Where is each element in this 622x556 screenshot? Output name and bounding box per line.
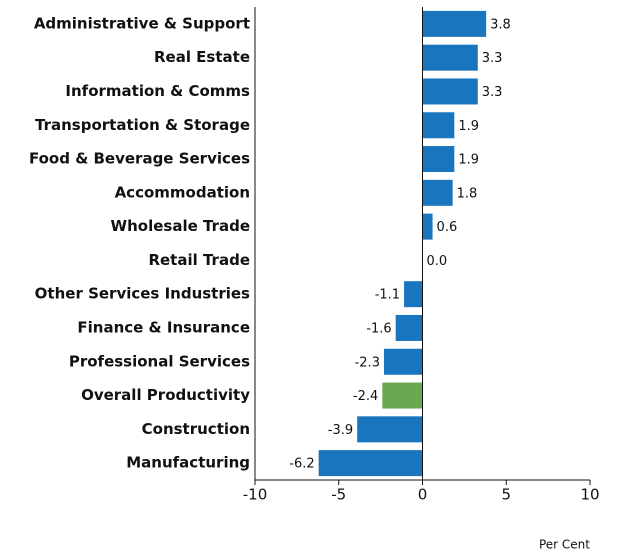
value-label: 3.8 [490, 17, 511, 32]
value-label: -3.9 [328, 423, 353, 438]
y-tick-label: Other Services Industries [35, 285, 250, 303]
bar [422, 44, 478, 71]
bar [422, 179, 453, 206]
y-tick-label: Professional Services [69, 352, 250, 370]
y-tick-label: Transportation & Storage [35, 116, 250, 134]
bar [422, 112, 455, 139]
y-tick-label: Wholesale Trade [111, 217, 250, 235]
value-label: -6.2 [289, 457, 314, 472]
y-tick-label: Overall Productivity [81, 386, 250, 404]
value-label: 1.9 [458, 119, 479, 134]
y-tick-label: Manufacturing [126, 454, 250, 472]
value-label: -1.6 [366, 321, 391, 336]
value-label: -2.4 [353, 389, 378, 404]
y-tick-label: Real Estate [154, 48, 250, 66]
bar [422, 146, 455, 173]
x-tick-label: -5 [331, 486, 346, 504]
bar [383, 348, 423, 375]
value-label: 1.8 [457, 186, 478, 201]
x-tick-label: 10 [580, 486, 599, 504]
bar [404, 281, 423, 308]
bar [395, 314, 423, 341]
value-label: -2.3 [355, 355, 380, 370]
x-tick-label: 0 [418, 486, 428, 504]
y-tick-label: Administrative & Support [34, 14, 250, 32]
value-label: -1.1 [375, 288, 400, 303]
x-tick-label: 5 [501, 486, 511, 504]
value-label: 0.0 [427, 254, 448, 269]
value-label: 3.3 [482, 85, 503, 100]
y-tick-label: Retail Trade [148, 251, 250, 269]
bar [422, 10, 487, 37]
y-tick-label: Information & Comms [65, 82, 250, 100]
value-label: 0.6 [437, 220, 458, 235]
bar [318, 450, 423, 477]
x-axis-label: Per Cent [539, 538, 590, 552]
bar [422, 213, 433, 240]
x-tick-label: -10 [243, 486, 268, 504]
value-label: 1.9 [458, 153, 479, 168]
bar [422, 78, 478, 105]
value-label: 3.3 [482, 51, 503, 66]
y-tick-label: Accommodation [115, 183, 250, 201]
y-tick-label: Food & Beverage Services [29, 150, 250, 168]
bar [382, 382, 423, 409]
bar [357, 416, 423, 443]
y-tick-label: Finance & Insurance [77, 318, 250, 336]
y-tick-label: Construction [142, 420, 250, 438]
